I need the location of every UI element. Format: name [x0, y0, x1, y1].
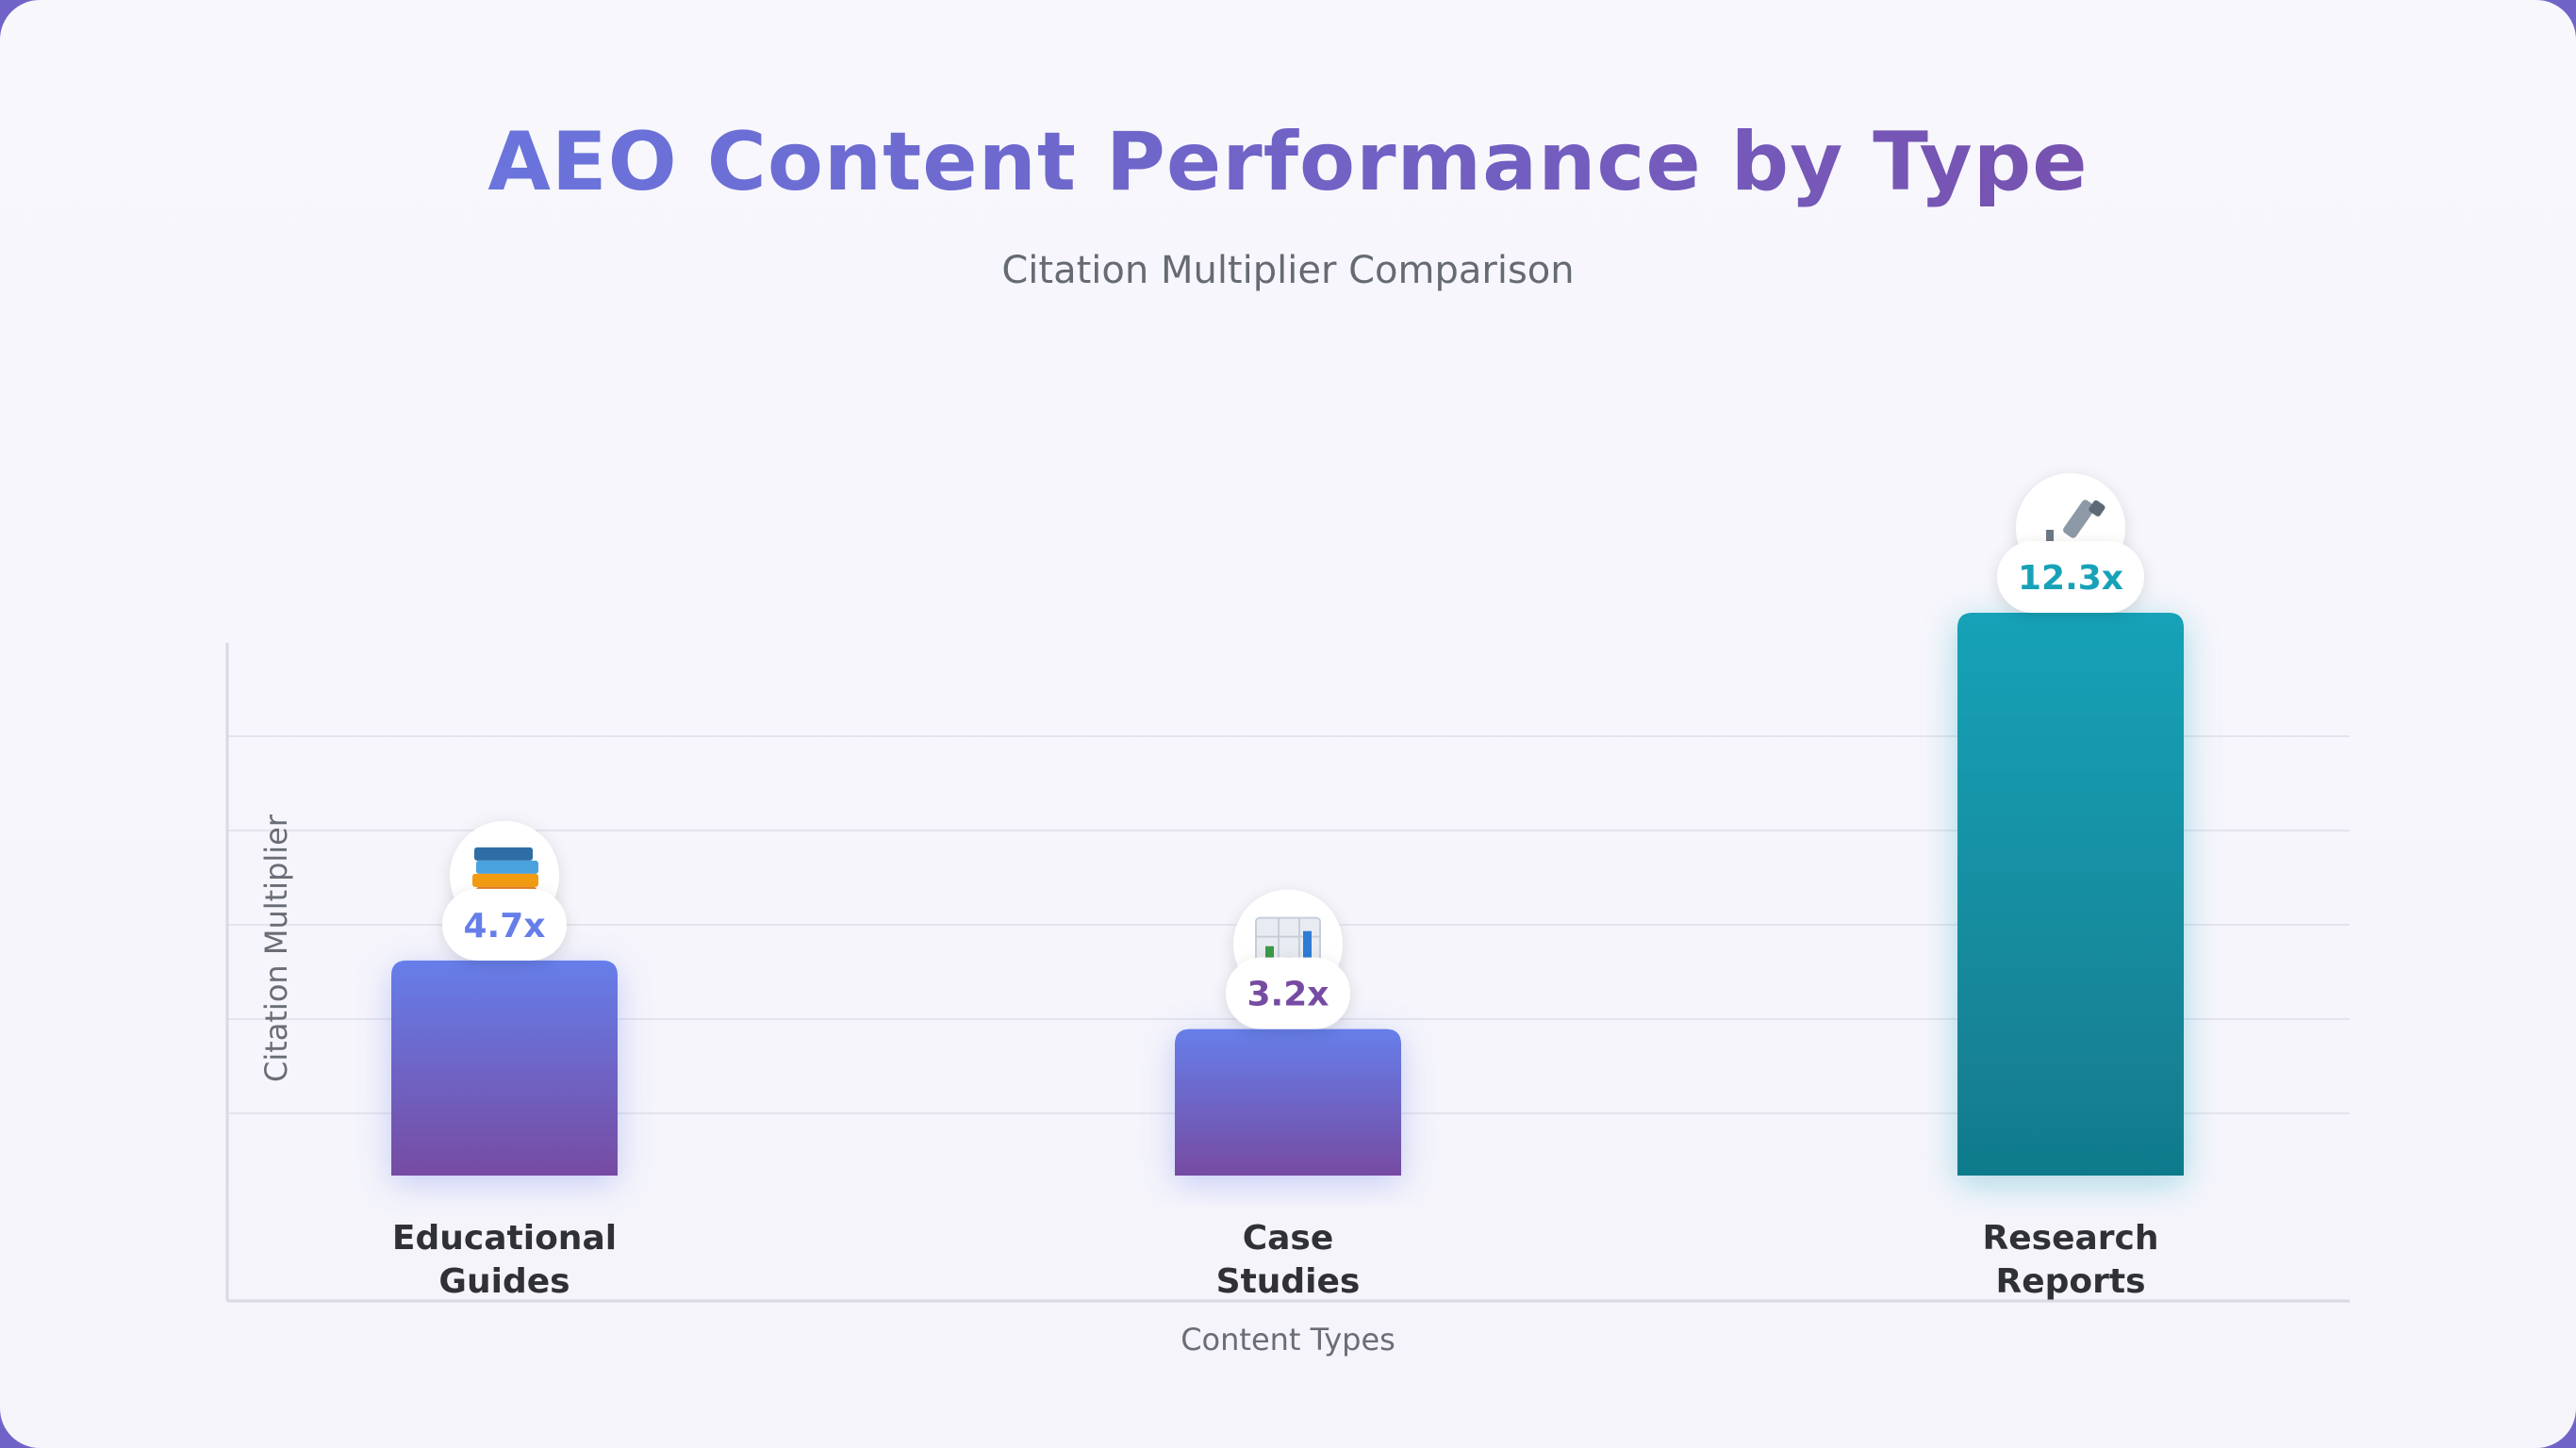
category-label: Research Reports — [1983, 1219, 2159, 1301]
chart-subtitle: Citation Multiplier Comparison — [1001, 249, 1575, 292]
chart-title-text: AEO Content Performance by Type — [487, 115, 2089, 209]
bars — [391, 613, 2184, 1176]
chart-title: AEO Content Performance by Type — [0, 115, 2576, 209]
value-label: 3.2x — [1247, 976, 1329, 1014]
value-pill — [1226, 957, 1350, 1029]
value-label: 12.3x — [2018, 559, 2123, 598]
value-pill — [1997, 541, 2144, 613]
labels: 4.7x Educational Guides 3.2x Case Studies 12.3… — [392, 473, 2159, 1301]
bar — [1957, 613, 2184, 1176]
bar — [391, 960, 618, 1176]
y-axis-title: Citation Multiplier — [258, 814, 294, 1082]
category-label: Educational Guides — [392, 1219, 617, 1301]
axes: Citation Multiplier Content Types — [225, 643, 2350, 1358]
x-axis-title: Content Types — [1181, 1322, 1395, 1358]
bar — [1175, 1028, 1401, 1176]
value-label: 4.7x — [464, 907, 546, 946]
category-label: Case Studies — [1216, 1219, 1361, 1301]
value-pill — [442, 888, 567, 961]
